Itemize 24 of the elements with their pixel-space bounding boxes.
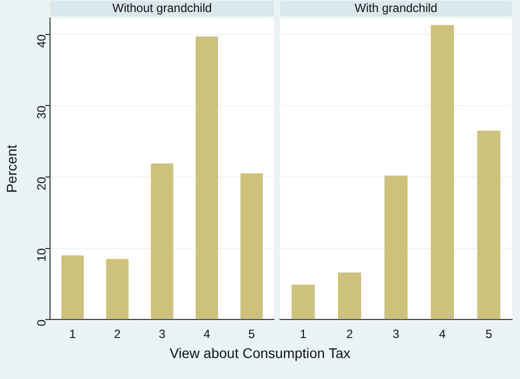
y-tick-label: 20 <box>34 176 49 190</box>
x-tick-label: 2 <box>114 327 121 342</box>
y-tick-label: 30 <box>34 105 49 120</box>
chart-title: Without grandchild <box>112 0 212 15</box>
x-tick-label: 1 <box>69 327 76 342</box>
bar <box>338 272 362 320</box>
y-tick-label: 0 <box>34 319 49 326</box>
x-tick-label: 5 <box>485 327 492 342</box>
x-tick-label: 2 <box>346 327 354 342</box>
chart-title: With grandchild <box>354 0 438 15</box>
y-axis-title: Percent <box>3 144 20 193</box>
x-tick-label: 4 <box>204 327 211 342</box>
bar <box>430 25 454 320</box>
y-tick-label: 40 <box>34 34 49 48</box>
bar <box>384 176 408 320</box>
x-tick-label: 3 <box>392 327 400 342</box>
y-tick-label: 10 <box>34 248 49 262</box>
bar <box>292 284 315 320</box>
x-tick-label: 3 <box>158 327 166 342</box>
x-tick-label: 5 <box>248 327 256 342</box>
bar <box>477 130 500 320</box>
x-axis-title: View about Consumption Tax <box>168 345 352 361</box>
x-tick-label: 4 <box>439 327 446 342</box>
x-tick-label: 1 <box>300 327 307 342</box>
